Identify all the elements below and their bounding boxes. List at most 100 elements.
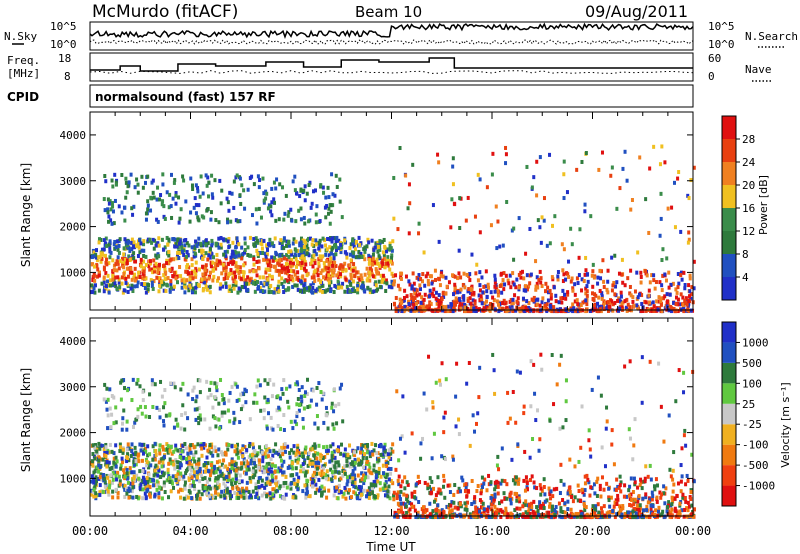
data-cell <box>466 195 470 200</box>
data-cell <box>273 255 277 260</box>
data-cell <box>367 240 371 245</box>
data-cell <box>168 412 172 417</box>
data-cell <box>194 462 198 467</box>
data-cell <box>146 453 150 458</box>
data-cell <box>536 218 540 223</box>
data-cell <box>596 502 600 507</box>
data-cell <box>295 262 299 267</box>
data-cell <box>194 268 198 273</box>
nsky-tick-top: 10^5 <box>50 20 77 33</box>
data-cell <box>606 300 610 305</box>
data-cell <box>108 245 112 250</box>
data-cell <box>188 458 192 463</box>
data-cell <box>91 443 95 448</box>
data-cell <box>282 238 286 243</box>
data-cell <box>103 451 107 456</box>
data-cell <box>107 201 111 206</box>
data-cell <box>293 272 297 277</box>
data-cell <box>220 410 224 415</box>
data-cell <box>157 468 161 473</box>
data-cell <box>602 284 606 289</box>
data-cell <box>291 466 295 471</box>
data-cell <box>679 270 683 275</box>
data-cell <box>569 507 573 512</box>
data-cell <box>676 297 680 302</box>
data-cell <box>639 506 643 511</box>
data-cell <box>322 190 326 195</box>
data-cell <box>148 485 152 490</box>
data-cell <box>228 462 232 467</box>
data-cell <box>440 508 444 513</box>
data-cell <box>231 253 235 258</box>
data-cell <box>319 458 323 463</box>
data-cell <box>457 486 461 491</box>
data-cell <box>253 289 257 294</box>
data-cell <box>618 306 622 311</box>
data-cell <box>114 464 118 469</box>
data-cell <box>265 243 269 248</box>
data-cell <box>240 447 244 452</box>
data-cell <box>372 479 376 484</box>
data-cell <box>217 236 221 241</box>
data-cell <box>166 450 170 455</box>
data-cell <box>647 288 651 293</box>
data-cell <box>107 219 111 224</box>
data-cell <box>688 289 692 294</box>
data-cell <box>312 275 316 280</box>
data-cell <box>551 223 555 228</box>
cpid-text: normalsound (fast) 157 RF <box>95 90 276 104</box>
data-cell <box>462 294 466 299</box>
cpid-label: CPID <box>7 90 39 104</box>
data-cell <box>682 306 686 311</box>
data-cell <box>174 242 178 247</box>
data-cell <box>304 262 308 267</box>
data-cell <box>311 480 315 485</box>
data-cell <box>193 196 197 201</box>
data-cell <box>615 512 619 517</box>
data-cell <box>259 408 263 413</box>
data-cell <box>174 276 178 281</box>
data-cell <box>247 467 251 472</box>
data-cell <box>99 259 103 264</box>
data-cell <box>168 457 172 462</box>
data-cell <box>211 195 215 200</box>
data-cell <box>511 301 515 306</box>
data-cell <box>191 479 195 484</box>
data-cell <box>121 447 125 452</box>
data-cell <box>182 252 186 257</box>
data-cell <box>133 185 137 190</box>
data-cell <box>471 298 475 303</box>
data-cell <box>314 288 318 293</box>
data-cell <box>160 237 164 242</box>
data-cell <box>255 248 259 253</box>
data-cell <box>365 278 369 283</box>
data-cell <box>167 461 171 466</box>
data-cell <box>296 287 300 292</box>
data-cell <box>239 276 243 281</box>
data-cell <box>178 487 182 492</box>
data-cell <box>257 465 261 470</box>
data-cell <box>554 299 558 304</box>
data-cell <box>161 172 165 177</box>
data-cell <box>157 491 161 496</box>
data-cell <box>148 452 152 457</box>
data-cell <box>308 404 312 409</box>
data-cell <box>217 485 221 490</box>
data-cell <box>352 450 356 455</box>
data-cell <box>92 273 96 278</box>
data-cell <box>153 457 157 462</box>
data-cell <box>232 260 236 265</box>
data-cell <box>210 243 214 248</box>
data-cell <box>271 427 275 432</box>
data-cell <box>287 273 291 278</box>
data-cell <box>354 247 358 252</box>
data-cell <box>406 499 410 504</box>
data-cell <box>235 398 239 403</box>
data-cell <box>144 449 148 454</box>
data-cell <box>674 514 678 519</box>
data-cell <box>301 238 305 243</box>
data-cell <box>146 174 150 179</box>
data-cell <box>332 258 336 263</box>
data-cell <box>382 237 386 242</box>
data-cell <box>310 258 314 263</box>
